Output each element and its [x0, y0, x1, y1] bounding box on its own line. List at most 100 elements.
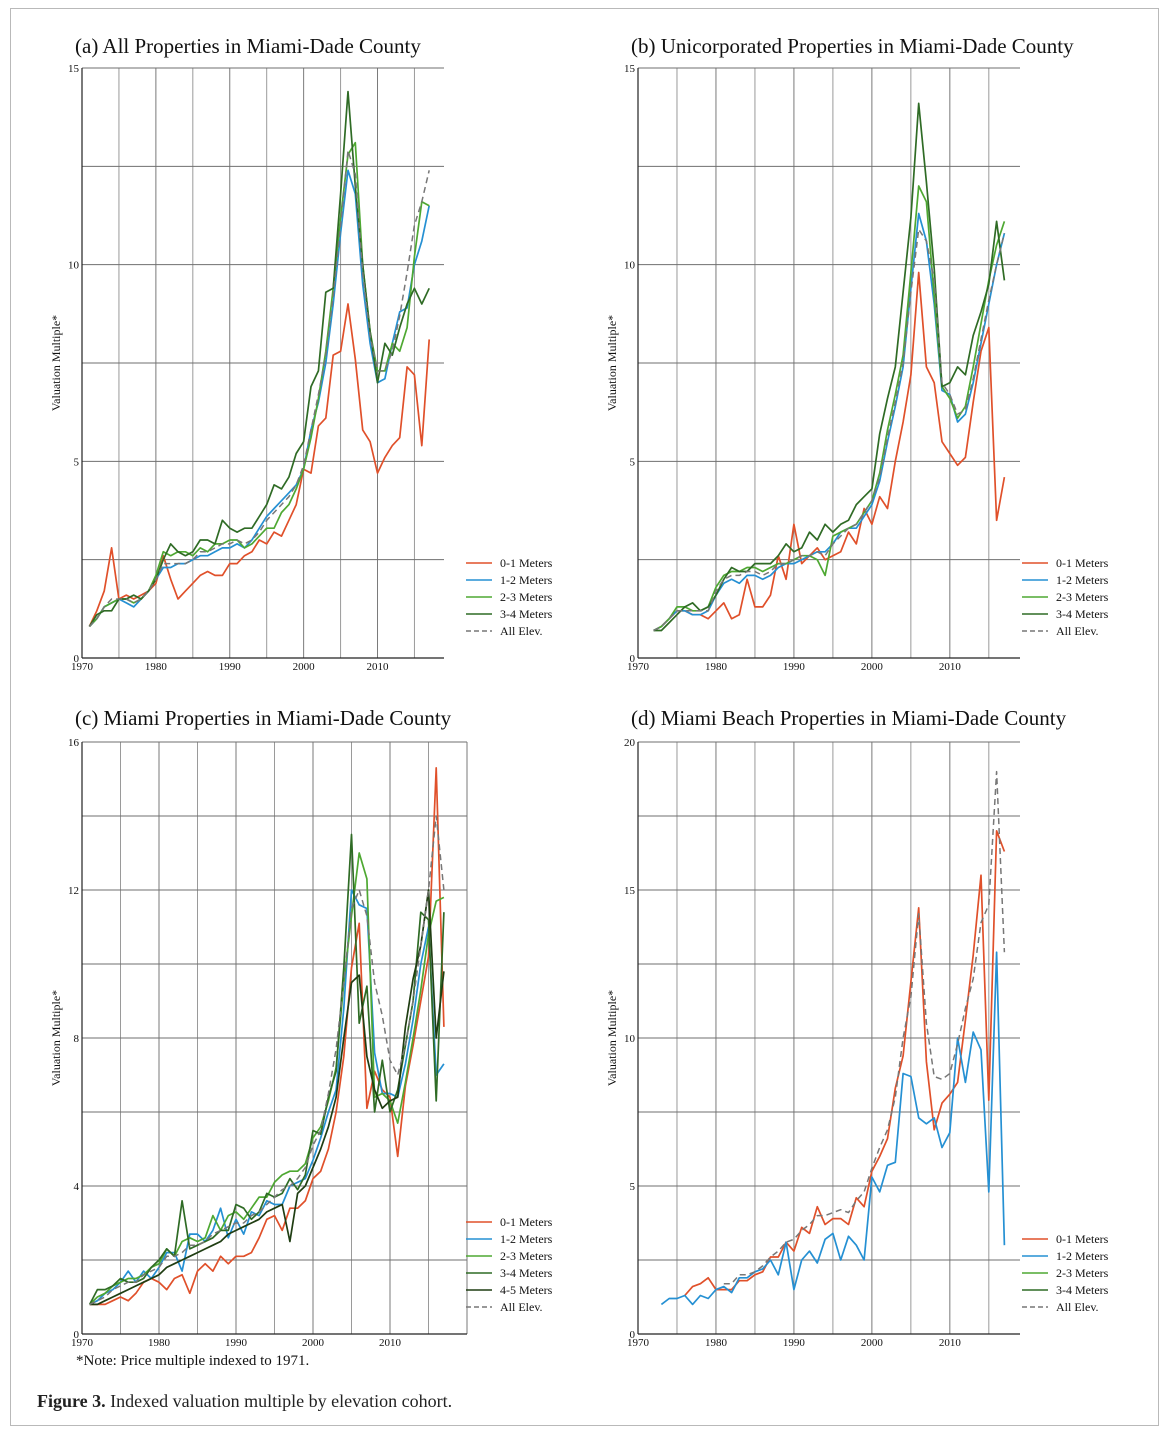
legend-label: 1-2 Meters: [500, 1232, 553, 1246]
chart-title: (a) All Properties in Miami-Dade County: [75, 34, 421, 58]
legend-label: 3-4 Meters: [500, 607, 553, 621]
figure-caption-label: Figure 3.: [37, 1391, 106, 1411]
legend-label: All Elev.: [1056, 1300, 1099, 1314]
x-tick-label: 1970: [71, 1337, 94, 1349]
y-tick-label: 0: [74, 1329, 80, 1341]
x-tick-label: 1980: [705, 661, 728, 673]
series-line-1-2-meters: [660, 951, 1006, 1306]
grid: [82, 67, 444, 658]
x-tick-label: 1980: [705, 1337, 728, 1349]
axes: 1970 1980 1990 2000 2010 0 5 10 15 20: [624, 737, 1020, 1349]
y-axis-label: Valuation Multiple*: [605, 990, 619, 1086]
chart-title: (b) Unicorporated Properties in Miami-Da…: [631, 34, 1074, 58]
y-tick-label: 0: [74, 653, 80, 665]
legend-label: 2-3 Meters: [500, 590, 553, 604]
axes: 1970 1980 1990 2000 2010 0 4 8 12 16: [68, 737, 467, 1349]
figure-frame: [10, 8, 1159, 1426]
x-tick-label: 1990: [783, 661, 806, 673]
series-line-3-4-meters: [88, 833, 445, 1305]
y-tick-label: 15: [624, 63, 636, 75]
figure-caption-text: Indexed valuation multiple by elevation …: [110, 1391, 453, 1411]
legend: 0-1 Meters 1-2 Meters 2-3 Meters 3-4 Meters…: [1022, 1232, 1109, 1314]
y-tick-label: 12: [68, 885, 79, 897]
chart-title: (d) Miami Beach Properties in Miami-Dade…: [631, 706, 1067, 730]
y-tick-label: 10: [624, 260, 636, 272]
x-tick-label: 2000: [293, 661, 316, 673]
y-tick-label: 10: [68, 260, 80, 272]
legend-label: 1-2 Meters: [1056, 1249, 1109, 1263]
x-tick-label: 2010: [379, 1337, 402, 1349]
x-tick-label: 1990: [219, 661, 242, 673]
y-tick-label: 10: [624, 1033, 636, 1045]
chart-title: (c) Miami Properties in Miami-Dade Count…: [75, 706, 452, 730]
y-tick-label: 5: [74, 456, 80, 468]
x-tick-label: 1990: [783, 1337, 806, 1349]
series-line-2-3-meters: [653, 185, 1006, 632]
y-tick-label: 5: [630, 1181, 636, 1193]
y-axis-label: Valuation Multiple*: [49, 990, 63, 1086]
series-line-all-elev: [88, 149, 430, 628]
y-tick-label: 0: [630, 1329, 636, 1341]
legend-label: All Elev.: [500, 1300, 543, 1314]
legend-label: 0-1 Meters: [500, 1215, 553, 1229]
series-line-4-5-meters: [89, 889, 445, 1306]
x-tick-label: 1970: [71, 661, 94, 673]
legend-label: 3-4 Meters: [1056, 1283, 1109, 1297]
y-tick-label: 15: [624, 885, 636, 897]
legend-label: 4-5 Meters: [500, 1283, 553, 1297]
x-tick-label: 1970: [627, 661, 650, 673]
y-axis-label: Valuation Multiple*: [605, 315, 619, 411]
legend-label: 3-4 Meters: [1056, 607, 1109, 621]
series-line-all-elev: [89, 815, 445, 1306]
legend-label: 1-2 Meters: [1056, 573, 1109, 587]
series-line-0-1-meters: [88, 303, 431, 627]
legend: 0-1 Meters 1-2 Meters 2-3 Meters 3-4 Meters…: [1022, 556, 1109, 638]
x-tick-label: 1970: [627, 1337, 650, 1349]
legend-label: 2-3 Meters: [1056, 590, 1109, 604]
figure-note: *Note: Price multiple indexed to 1971.: [76, 1353, 310, 1369]
x-tick-label: 1980: [148, 1337, 171, 1349]
y-tick-label: 16: [68, 737, 80, 749]
y-axis-label: Valuation Multiple*: [49, 315, 63, 411]
x-tick-label: 2010: [939, 1337, 962, 1349]
y-tick-label: 20: [624, 737, 636, 749]
series-group: [88, 767, 445, 1306]
y-tick-label: 4: [74, 1181, 80, 1193]
axes: 1970 1980 1990 2000 2010 0 5 10 15: [624, 63, 1020, 673]
series-group: [660, 770, 1006, 1306]
figure-caption: Figure 3. Indexed valuation multiple by …: [37, 1391, 452, 1412]
legend-label: 2-3 Meters: [500, 1249, 553, 1263]
x-tick-label: 1990: [225, 1337, 248, 1349]
x-tick-label: 2010: [939, 661, 962, 673]
grid: [638, 67, 1020, 658]
y-tick-label: 0: [630, 653, 636, 665]
x-tick-label: 2010: [367, 661, 390, 673]
series-line-1-2-meters: [89, 889, 445, 1306]
legend-label: 0-1 Meters: [500, 556, 553, 570]
x-tick-label: 2000: [861, 1337, 884, 1349]
legend-label: 2-3 Meters: [1056, 1266, 1109, 1280]
legend-label: All Elev.: [1056, 624, 1099, 638]
legend-label: 3-4 Meters: [500, 1266, 553, 1280]
x-tick-label: 1980: [145, 661, 168, 673]
series-line-all-elev: [653, 228, 1006, 632]
legend-label: All Elev.: [500, 624, 543, 638]
series-group: [88, 90, 431, 628]
legend-label: 0-1 Meters: [1056, 1232, 1109, 1246]
x-tick-label: 2000: [861, 661, 884, 673]
legend: 0-1 Meters 1-2 Meters 2-3 Meters 3-4 Meters…: [466, 556, 553, 638]
y-tick-label: 15: [68, 63, 80, 75]
y-tick-label: 5: [630, 456, 636, 468]
axes: 1970 1980 1990 2000 2010 0 5 10 15: [68, 63, 444, 673]
series-line-0-1-meters: [684, 829, 1006, 1297]
legend-label: 1-2 Meters: [500, 573, 553, 587]
legend-label: 0-1 Meters: [1056, 556, 1109, 570]
series-group: [653, 102, 1006, 632]
y-tick-label: 8: [74, 1033, 80, 1045]
legend: 0-1 Meters 1-2 Meters 2-3 Meters 3-4 Meters…: [466, 1215, 553, 1314]
